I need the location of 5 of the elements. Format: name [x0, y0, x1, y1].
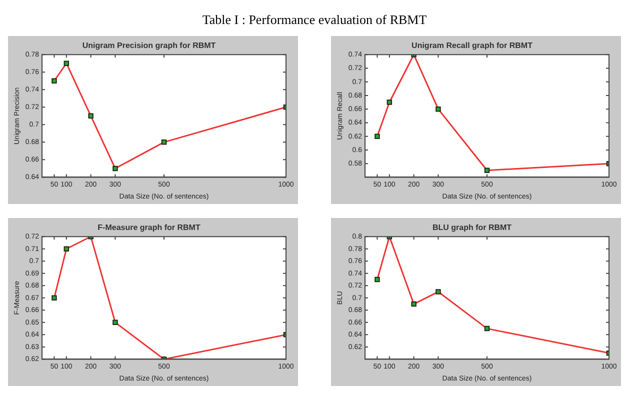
chart-title: BLU graph for RBMT	[432, 223, 512, 232]
chart-title: F-Measure graph for RBMT	[98, 223, 200, 232]
chart-title: Unigram Recall graph for RBMT	[412, 41, 533, 50]
chart-title: Unigram Precision graph for RBMT	[82, 41, 216, 50]
text: Table I : Performance evaluation of RBMT	[201, 11, 428, 29]
